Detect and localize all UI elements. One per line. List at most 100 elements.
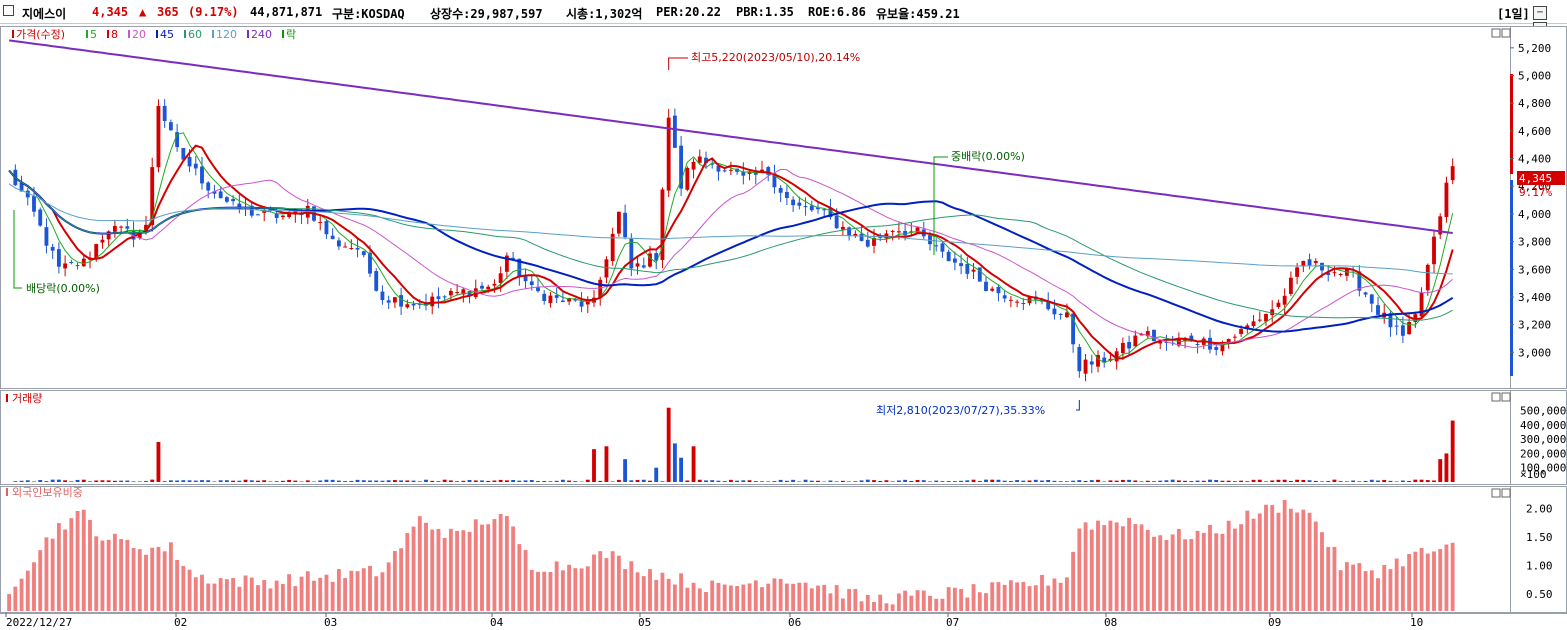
legend-item-1[interactable]: 5 <box>90 28 97 41</box>
volume-bar[interactable] <box>38 480 43 482</box>
volume-bar[interactable] <box>69 481 74 482</box>
candle-body[interactable] <box>218 191 223 199</box>
volume-bar[interactable] <box>25 480 30 482</box>
volume-bar[interactable] <box>909 481 914 482</box>
candle-body[interactable] <box>94 244 99 260</box>
volume-bar[interactable] <box>324 479 329 482</box>
foreign-bar[interactable] <box>455 530 460 611</box>
volume-bar[interactable] <box>753 481 758 482</box>
candle-body[interactable] <box>959 263 964 267</box>
foreign-bar[interactable] <box>1288 508 1293 611</box>
foreign-bar[interactable] <box>685 587 690 611</box>
volume-bar[interactable] <box>343 481 348 482</box>
foreign-bar[interactable] <box>542 571 547 611</box>
volume-bar[interactable] <box>274 481 279 482</box>
foreign-bar[interactable] <box>1083 522 1088 611</box>
volume-bar[interactable] <box>523 480 528 482</box>
volume-bar[interactable] <box>1363 480 1368 482</box>
volume-bar[interactable] <box>691 446 696 482</box>
foreign-bar[interactable] <box>747 583 752 611</box>
volume-bar[interactable] <box>542 480 547 482</box>
foreign-bar[interactable] <box>1344 562 1349 611</box>
legend-item-6[interactable]: 120 <box>216 28 237 41</box>
candle-body[interactable] <box>50 246 55 251</box>
volume-bar[interactable] <box>747 480 752 482</box>
candle-body[interactable] <box>834 215 839 229</box>
foreign-bar[interactable] <box>1201 532 1206 611</box>
foreign-ownership-panel[interactable] <box>7 499 1455 611</box>
foreign-bar[interactable] <box>1176 528 1181 611</box>
candle-body[interactable] <box>411 303 416 306</box>
candle-body[interactable] <box>760 169 764 173</box>
candle-body[interactable] <box>461 289 466 295</box>
volume-bar[interactable] <box>150 479 155 482</box>
candle-body[interactable] <box>1152 329 1156 342</box>
candle-body[interactable] <box>791 199 796 206</box>
foreign-bar[interactable] <box>156 546 161 611</box>
candle-body[interactable] <box>498 273 503 283</box>
candle-body[interactable] <box>977 267 982 282</box>
candle-body[interactable] <box>878 236 883 238</box>
foreign-bar[interactable] <box>243 575 248 611</box>
foreign-bar[interactable] <box>81 509 86 611</box>
candle-body[interactable] <box>536 287 540 292</box>
price-panel[interactable] <box>8 39 1513 411</box>
candle-body[interactable] <box>1338 273 1343 275</box>
foreign-bar[interactable] <box>1127 517 1132 611</box>
candle-body[interactable] <box>150 167 155 226</box>
volume-bar[interactable] <box>368 480 372 482</box>
candle-body[interactable] <box>224 197 229 202</box>
candle-body[interactable] <box>424 303 428 306</box>
volume-bar[interactable] <box>629 480 634 482</box>
volume-bar[interactable] <box>1295 479 1300 482</box>
foreign-bar[interactable] <box>722 584 727 611</box>
foreign-bar[interactable] <box>1102 525 1107 611</box>
volume-bar[interactable] <box>766 481 771 482</box>
volume-bar[interactable] <box>106 480 111 482</box>
volume-bar[interactable] <box>380 480 385 482</box>
candle-body[interactable] <box>741 171 746 176</box>
volume-bar[interactable] <box>411 480 416 482</box>
legend-item-2[interactable]: 8 <box>111 28 118 41</box>
volume-bar[interactable] <box>803 479 808 482</box>
volume-bar[interactable] <box>834 481 839 482</box>
foreign-bar[interactable] <box>436 528 441 611</box>
foreign-bar[interactable] <box>915 590 920 611</box>
price-legend[interactable]: 가격(수정) 5 8 20 45 60 120 240 락 <box>6 28 296 496</box>
foreign-bar[interactable] <box>125 539 130 611</box>
volume-bar[interactable] <box>760 481 764 482</box>
candle-body[interactable] <box>797 202 802 206</box>
candle-body[interactable] <box>1276 302 1281 307</box>
volume-bar[interactable] <box>1288 480 1293 482</box>
candle-body[interactable] <box>1245 325 1250 328</box>
foreign-bar[interactable] <box>1077 528 1082 611</box>
candle-body[interactable] <box>137 231 142 238</box>
foreign-bar[interactable] <box>442 537 447 611</box>
candle-body[interactable] <box>448 290 453 296</box>
foreign-bar[interactable] <box>405 533 410 611</box>
volume-bar[interactable] <box>212 481 217 482</box>
foreign-bar[interactable] <box>984 593 988 611</box>
candle-body[interactable] <box>853 233 858 236</box>
candle-body[interactable] <box>1232 336 1237 338</box>
foreign-bar[interactable] <box>1189 539 1194 611</box>
foreign-bar[interactable] <box>834 585 839 611</box>
foreign-bar[interactable] <box>797 582 802 611</box>
candle-body[interactable] <box>19 182 24 192</box>
foreign-bar[interactable] <box>1394 558 1399 611</box>
candle-body[interactable] <box>598 279 603 299</box>
candle-body[interactable] <box>355 247 360 250</box>
volume-bar[interactable] <box>1052 480 1057 482</box>
volume-bar[interactable] <box>1432 480 1436 482</box>
candle-body[interactable] <box>1425 264 1430 291</box>
foreign-bar[interactable] <box>1338 570 1343 611</box>
volume-bar[interactable] <box>125 480 130 482</box>
foreign-bar[interactable] <box>417 516 422 611</box>
foreign-bar[interactable] <box>25 570 30 611</box>
volume-bar[interactable] <box>467 480 472 482</box>
candle-body[interactable] <box>1114 351 1119 362</box>
foreign-bar[interactable] <box>75 511 80 611</box>
volume-bar[interactable] <box>243 479 248 482</box>
candle-body[interactable] <box>480 285 484 289</box>
candle-body[interactable] <box>386 300 391 303</box>
